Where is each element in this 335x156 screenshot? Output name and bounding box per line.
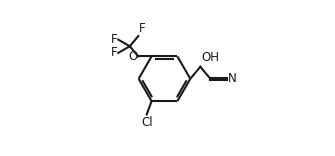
- Text: F: F: [111, 46, 118, 59]
- Text: F: F: [111, 33, 118, 46]
- Text: N: N: [227, 72, 236, 85]
- Text: F: F: [139, 22, 145, 35]
- Text: OH: OH: [201, 51, 219, 64]
- Text: O: O: [128, 50, 138, 63]
- Text: Cl: Cl: [141, 116, 152, 129]
